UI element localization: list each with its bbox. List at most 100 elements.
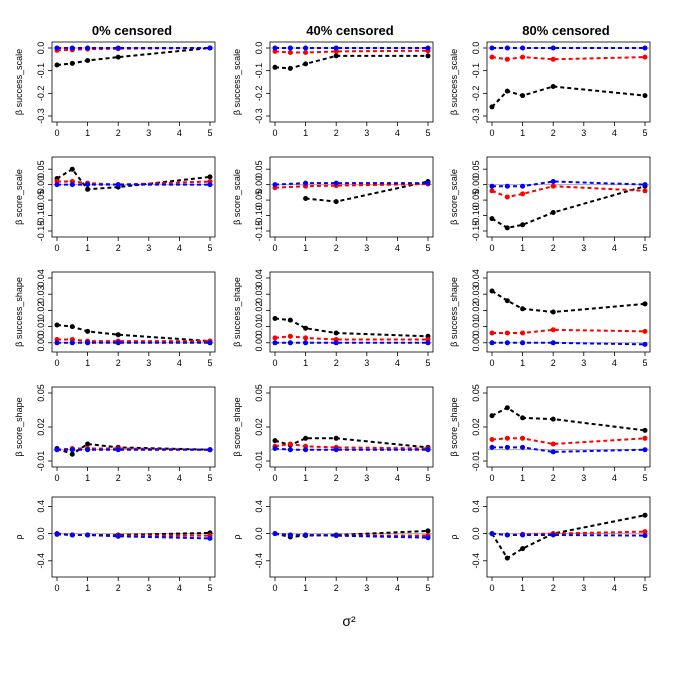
data-point-blue xyxy=(425,447,431,453)
x-tick-label: 4 xyxy=(612,473,617,483)
data-point-blue xyxy=(425,535,431,541)
data-point-red xyxy=(550,441,556,447)
series-line-blue xyxy=(56,532,211,540)
x-tick-label: 5 xyxy=(207,583,212,593)
y-axis-label: β success_scale xyxy=(232,49,242,115)
y-tick-label: 0.0 xyxy=(254,527,264,540)
data-point-blue xyxy=(54,182,60,188)
series-line-red xyxy=(491,437,646,446)
data-point-blue xyxy=(489,531,495,537)
plot-frame xyxy=(51,496,216,578)
data-point-blue xyxy=(504,45,510,51)
plot-frame xyxy=(51,41,216,123)
data-point-blue xyxy=(520,444,526,450)
data-point-blue xyxy=(550,449,556,455)
data-point-black xyxy=(504,555,510,561)
plot-frame xyxy=(269,386,434,468)
data-point-red xyxy=(642,54,648,60)
data-point-blue xyxy=(303,340,309,346)
y-tick-label: 0.01 xyxy=(254,318,264,336)
x-tick-label: 1 xyxy=(85,358,90,368)
x-tick-label: 3 xyxy=(364,473,369,483)
y-tick-label: 0.02 xyxy=(36,302,46,320)
y-tick-label: 0.0 xyxy=(471,42,481,55)
data-point-blue xyxy=(115,447,121,453)
x-tick-label: 0 xyxy=(272,243,277,253)
data-point-black xyxy=(85,441,91,447)
x-tick-label: 4 xyxy=(395,583,400,593)
data-point-blue xyxy=(69,340,75,346)
data-point-blue xyxy=(550,45,556,51)
column-title-2: 80% censored xyxy=(522,23,609,38)
y-tick-label: -0.05 xyxy=(254,190,264,211)
x-tick-label: 5 xyxy=(642,128,647,138)
x-tick-label: 2 xyxy=(116,243,121,253)
plot-frame xyxy=(269,156,434,238)
chart-panel-r4-c2: ρ 0.4 0.0 -0.4 0 1 2 3 4 5 xyxy=(449,496,651,593)
x-tick-label: 2 xyxy=(551,583,556,593)
data-point-blue xyxy=(115,340,121,346)
data-point-red xyxy=(520,330,526,336)
data-point-red xyxy=(287,333,293,339)
y-tick-label: 0.02 xyxy=(471,418,481,436)
data-point-red xyxy=(642,435,648,441)
data-point-blue xyxy=(85,340,91,346)
x-tick-label: 1 xyxy=(85,473,90,483)
series-line-red xyxy=(492,328,646,334)
data-point-black xyxy=(287,65,293,71)
data-point-blue xyxy=(115,533,121,539)
x-tick-label: 5 xyxy=(425,473,430,483)
series-line-black xyxy=(491,290,646,314)
x-tick-label: 3 xyxy=(364,358,369,368)
x-tick-label: 0 xyxy=(489,128,494,138)
data-point-black xyxy=(333,330,339,336)
data-point-red xyxy=(550,327,556,333)
series-line-black xyxy=(491,514,646,560)
y-tick-label: 0.00 xyxy=(471,176,481,194)
data-point-black xyxy=(85,58,91,63)
x-tick-label: 0 xyxy=(489,243,494,253)
data-point-blue xyxy=(520,183,526,189)
data-point-black xyxy=(550,416,556,422)
x-tick-label: 3 xyxy=(146,358,151,368)
y-tick-label: -0.3 xyxy=(471,108,481,124)
x-tick-label: 5 xyxy=(207,473,212,483)
series-line-black xyxy=(491,406,646,432)
data-point-black xyxy=(272,316,278,321)
data-point-black xyxy=(333,199,339,205)
y-tick-label: 0.00 xyxy=(471,334,481,352)
data-point-blue xyxy=(550,179,556,184)
x-tick-label: 0 xyxy=(54,473,59,483)
data-point-blue xyxy=(69,532,75,538)
data-point-black xyxy=(333,53,339,59)
x-tick-label: 1 xyxy=(520,473,525,483)
y-tick-label: 0.05 xyxy=(254,160,264,178)
y-tick-label: 0.00 xyxy=(254,176,264,194)
data-point-black xyxy=(115,332,121,338)
data-point-blue xyxy=(504,340,510,346)
chart-panel-r4-c1: ρ 0.4 0.0 -0.4 0 1 2 3 4 5 xyxy=(232,496,434,593)
data-point-blue xyxy=(489,45,495,51)
data-point-black xyxy=(333,435,339,441)
data-point-black xyxy=(520,415,526,421)
x-tick-label: 1 xyxy=(520,243,525,253)
data-point-blue xyxy=(333,180,339,186)
data-point-blue xyxy=(287,45,293,51)
y-tick-label: -0.4 xyxy=(36,553,46,569)
x-tick-label: 5 xyxy=(207,358,212,368)
series-line-blue xyxy=(274,182,428,186)
data-point-blue xyxy=(504,444,510,450)
data-point-blue xyxy=(333,533,339,539)
series-line-red xyxy=(274,335,428,341)
x-tick-label: 3 xyxy=(581,473,586,483)
data-point-black xyxy=(520,93,526,99)
x-tick-label: 4 xyxy=(177,358,182,368)
y-tick-label: 0.00 xyxy=(36,334,46,352)
data-point-red xyxy=(504,194,510,200)
data-point-blue xyxy=(54,531,60,537)
data-point-red xyxy=(642,529,648,535)
y-tick-label: 0.05 xyxy=(471,160,481,178)
data-point-blue xyxy=(642,447,648,453)
data-point-blue xyxy=(54,45,60,51)
x-tick-label: 2 xyxy=(334,358,339,368)
